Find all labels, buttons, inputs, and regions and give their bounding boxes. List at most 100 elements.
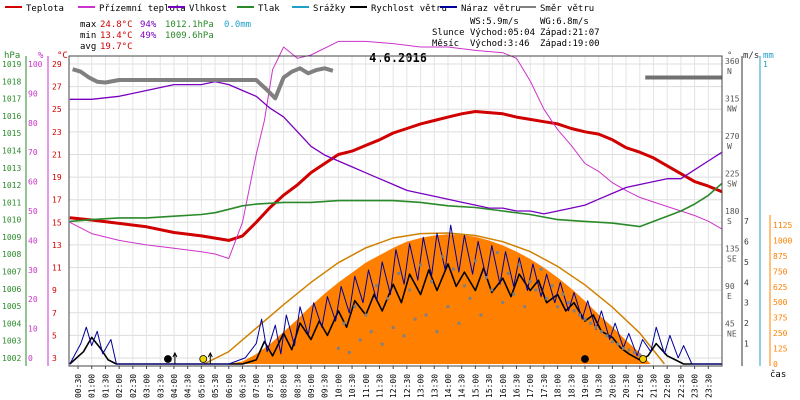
humidity-tick-label: 20 — [28, 295, 38, 304]
wind-direction-point — [588, 321, 592, 325]
time-tick-label: 06:00 — [225, 374, 234, 398]
wind-direction-point — [550, 284, 554, 288]
legend-label-naraz: Náraz větru — [461, 4, 521, 14]
temp-tick-label: 13 — [52, 241, 62, 250]
temp-tick-label: 5 — [52, 331, 57, 340]
wind-direction-point — [621, 346, 625, 350]
wind-direction-point — [440, 255, 444, 259]
time-tick-label: 04:30 — [184, 374, 193, 398]
time-tick-label: 22:30 — [677, 374, 686, 398]
humidity-tick-label: 60 — [28, 178, 38, 187]
ground-temperature-line — [69, 40, 723, 259]
pressure-tick-label: 1014 — [2, 146, 21, 155]
time-tick-label: 19:00 — [581, 374, 590, 398]
wind-tick-label: 1 — [744, 340, 749, 349]
pressure-tick-label: 1002 — [2, 354, 21, 363]
moonset-marker — [581, 355, 589, 363]
time-tick-label: 23:30 — [704, 374, 713, 398]
time-tick-label: 03:00 — [143, 374, 152, 398]
time-tick-label: 14:00 — [444, 374, 453, 398]
wind-direction-point — [556, 305, 560, 309]
direction-tick-label: 225 — [725, 170, 740, 179]
moon-set: Západ:19:00 — [540, 39, 600, 49]
stats-max-temp: 24.8°C — [100, 20, 133, 30]
wind-direction-point — [605, 334, 609, 338]
pressure-tick-label: 1018 — [2, 77, 21, 86]
wind-direction-point — [616, 342, 620, 346]
wind-direction-point — [408, 288, 412, 292]
pressure-tick-label: 1004 — [2, 319, 21, 328]
temp-tick-label: 11 — [52, 264, 62, 273]
humidity-tick-label: 0 — [28, 354, 33, 363]
wind-direction-point — [528, 280, 532, 284]
direction-tick-label: 315 — [725, 95, 740, 104]
moon-label: Měsíc — [432, 39, 459, 49]
wind-direction-point — [561, 292, 565, 296]
axis-unit-ms: m/s — [743, 51, 759, 61]
wind-direction-point — [632, 351, 636, 354]
wind-direction-point — [545, 296, 549, 300]
time-tick-label: 14:30 — [458, 374, 467, 398]
wind-direction-point — [638, 353, 642, 357]
time-tick-label: 00:30 — [74, 374, 83, 398]
radiation-tick-label: 125 — [773, 345, 788, 354]
wind-ws: WS:5.9m/s — [470, 17, 519, 27]
time-tick-label: 09:00 — [307, 374, 316, 398]
temp-tick-label: 29 — [52, 60, 62, 69]
plot-frame — [68, 55, 723, 367]
wind-direction-point — [380, 342, 384, 346]
wind-wg: WG:6.8m/s — [540, 17, 589, 27]
time-tick-label: 01:30 — [101, 374, 110, 398]
pressure-tick-label: 1007 — [2, 268, 21, 277]
direction-cardinal-label: SW — [727, 180, 737, 189]
time-tick-label: 04:00 — [170, 374, 179, 398]
wind-tick-label: 3 — [744, 299, 749, 308]
legend-label-teplota: Teplota — [26, 4, 64, 14]
time-tick-label: 19:30 — [595, 374, 604, 398]
humidity-line — [69, 80, 723, 215]
direction-cardinal-label: S — [727, 217, 732, 226]
sunset-marker — [639, 355, 647, 363]
temp-tick-label: 19 — [52, 173, 62, 182]
legend-label-vlhkost: Vlhkost — [189, 4, 227, 14]
legend-label-rychlost: Rychlost větru — [371, 4, 447, 14]
wind-direction-point — [599, 330, 603, 334]
temp-tick-label: 9 — [52, 286, 57, 295]
time-tick-label: 18:00 — [554, 374, 563, 398]
pressure-tick-label: 1005 — [2, 302, 21, 311]
radiation-tick-label: 250 — [773, 329, 788, 338]
radiation-theoretical-line — [203, 232, 666, 365]
time-tick-label: 12:00 — [389, 374, 398, 398]
wind-tick-label: 7 — [744, 217, 749, 226]
time-tick-label: 01:00 — [88, 374, 97, 398]
direction-tick-label: 360 — [725, 57, 740, 66]
time-tick-label: 08:30 — [293, 374, 302, 398]
time-tick-label: 13:00 — [417, 374, 426, 398]
moon-rise: Východ:3:46 — [470, 39, 530, 49]
stats-max-press: 1012.1hPa — [165, 20, 214, 30]
pressure-tick-label: 1003 — [2, 337, 21, 346]
wind-direction-point — [397, 271, 401, 275]
humidity-tick-label: 90 — [28, 89, 38, 98]
legend: Teplota Přízemní teplota Vlhkost Tlak Sr… — [5, 4, 594, 14]
time-tick-label: 07:00 — [252, 374, 261, 398]
time-tick-label: 05:00 — [197, 374, 206, 398]
wind-direction-point — [424, 313, 428, 317]
wind-direction-point — [517, 263, 521, 267]
wind-direction-point — [419, 263, 423, 267]
humidity-tick-label: 40 — [28, 236, 38, 245]
sunrise-arrow-head — [207, 351, 213, 358]
time-tick-label: 15:00 — [471, 374, 480, 398]
stats-avg-label: avg — [80, 42, 96, 52]
time-tick-label: 17:30 — [540, 374, 549, 398]
astro-block: WS:5.9m/s WG:6.8m/s Slunce Východ:05:04 … — [432, 17, 600, 49]
x-axis-label: čas — [770, 369, 786, 380]
stats-avg-temp: 19.7°C — [100, 42, 133, 52]
radiation-tick-label: 625 — [773, 283, 788, 292]
markers-layer — [164, 351, 647, 364]
wind-direction-point — [435, 330, 439, 334]
wind-direction-point — [523, 305, 527, 309]
pressure-tick-label: 1012 — [2, 181, 21, 190]
stats-max-rain: 0.0mm — [224, 20, 251, 30]
